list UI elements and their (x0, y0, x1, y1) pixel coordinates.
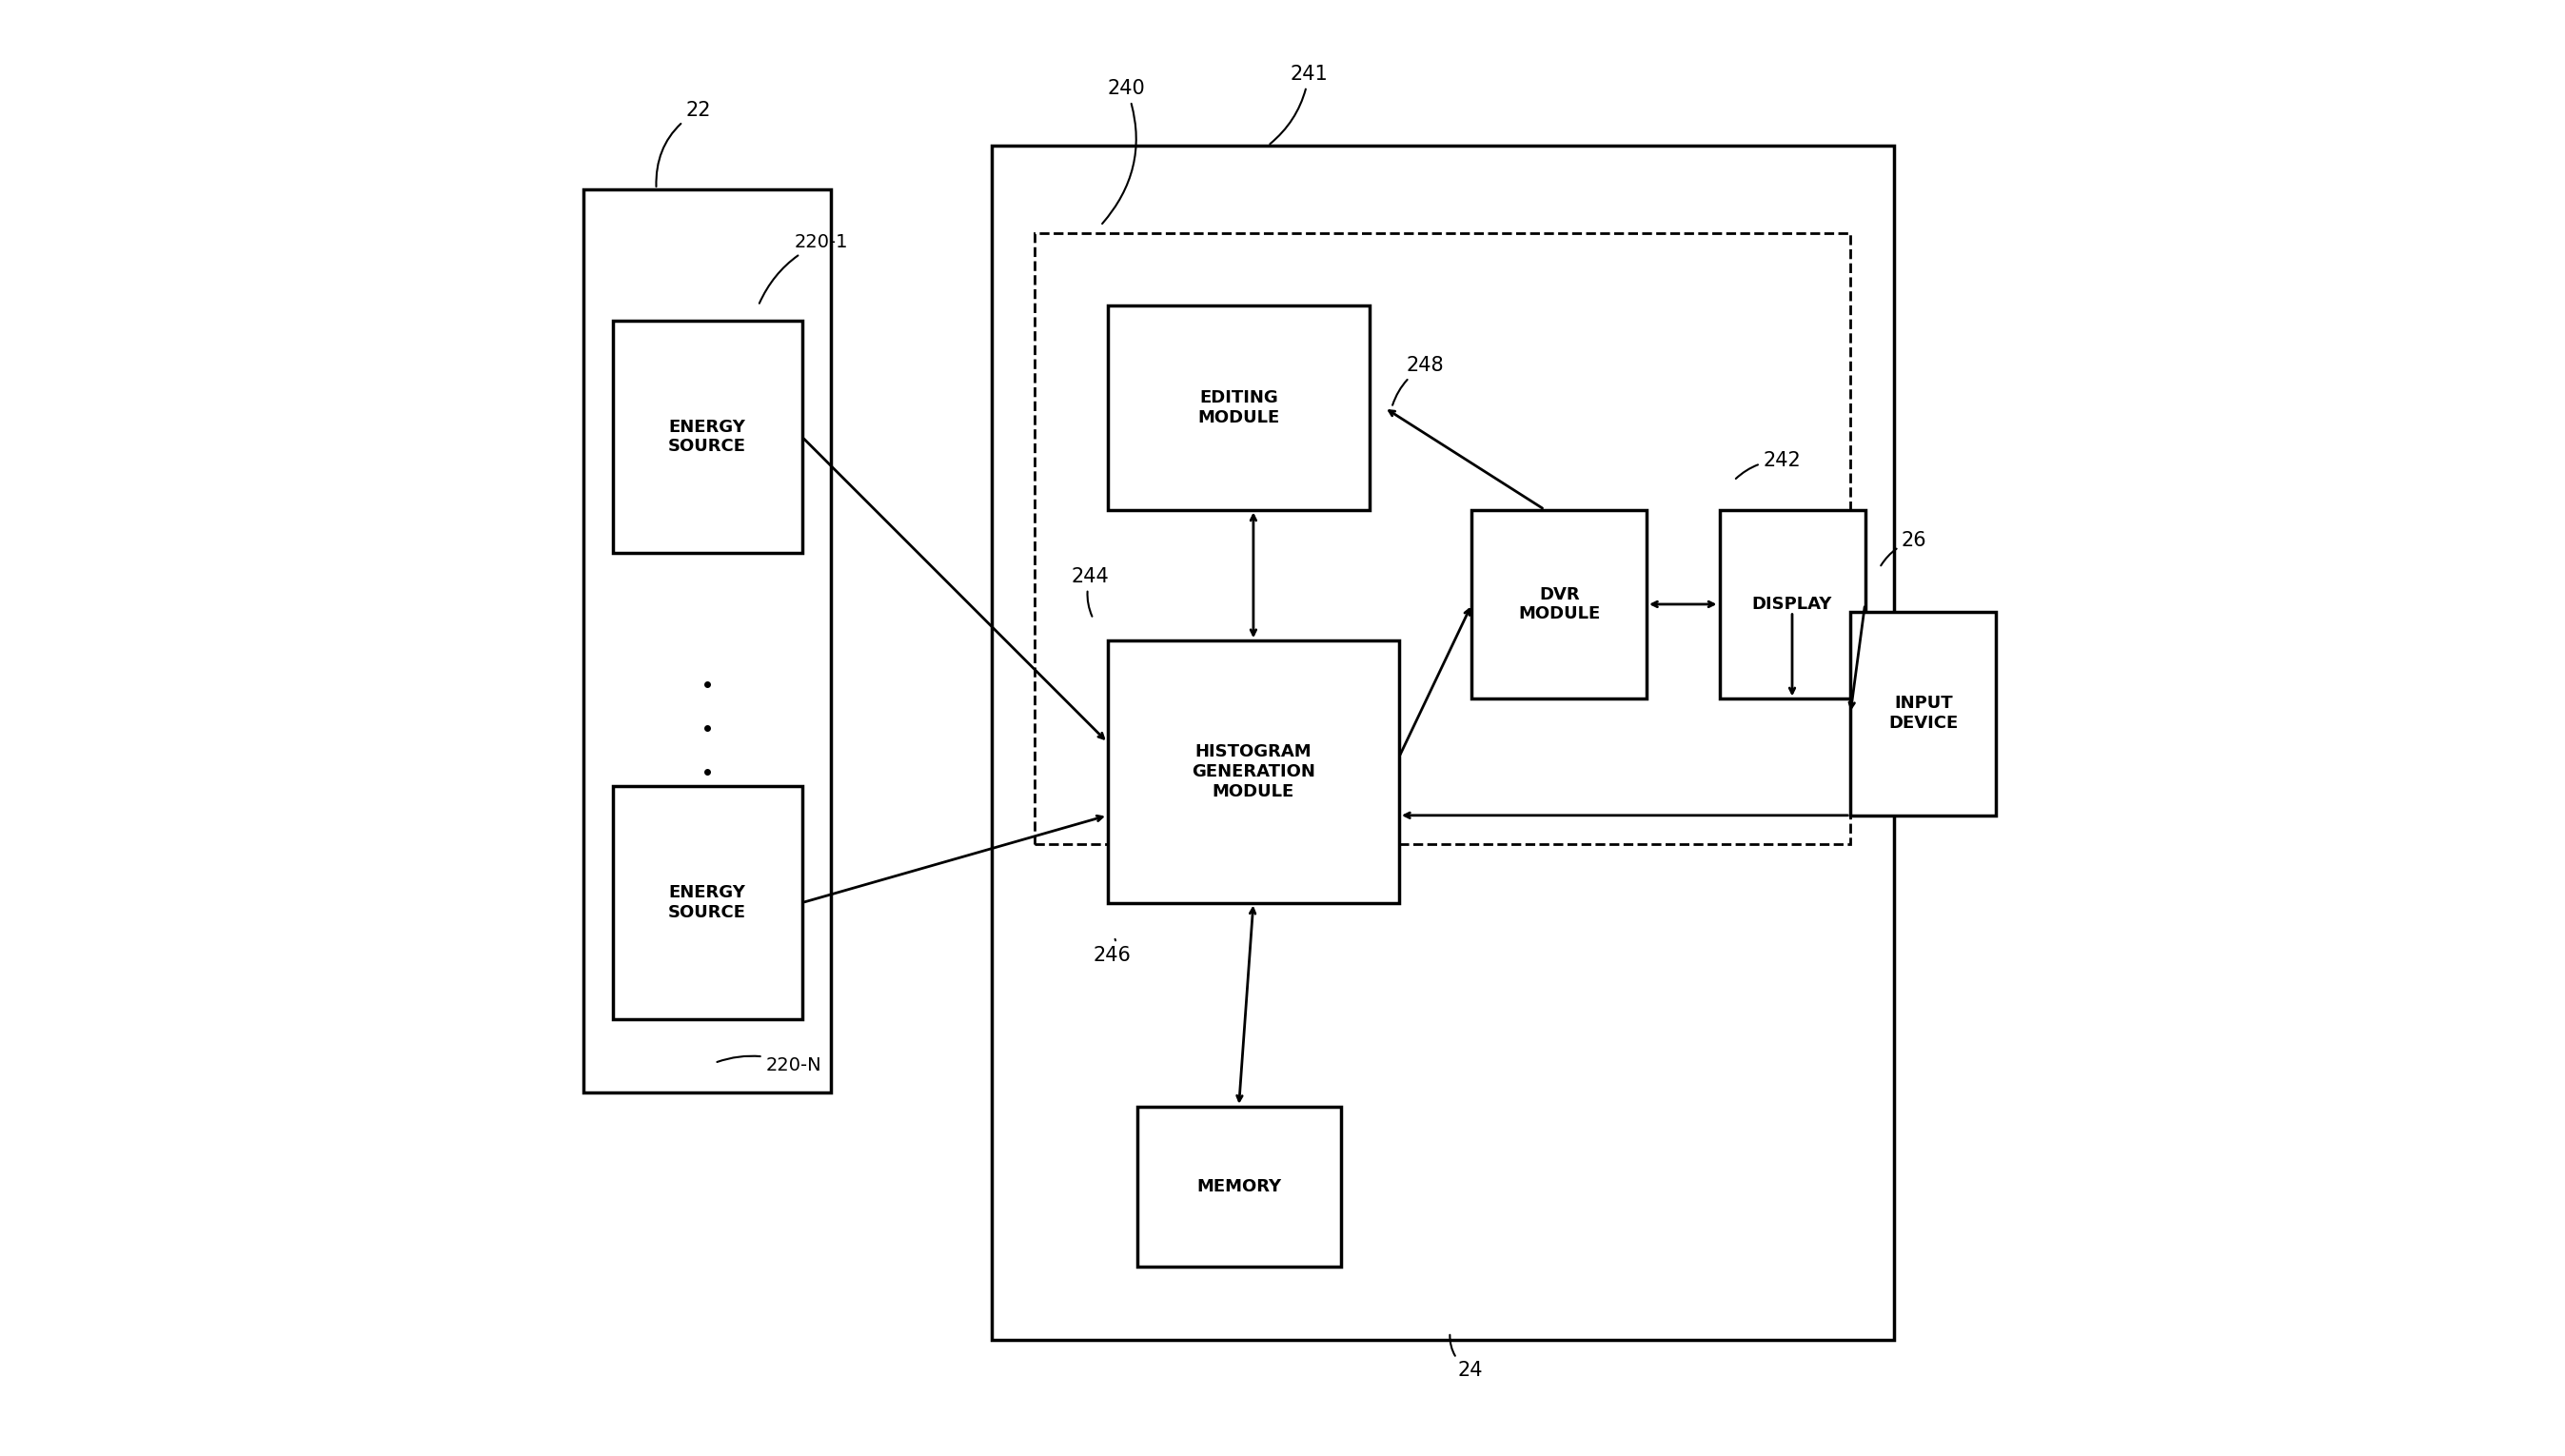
Text: EDITING
MODULE: EDITING MODULE (1198, 389, 1280, 427)
FancyBboxPatch shape (990, 146, 1893, 1340)
Text: 248: 248 (1393, 357, 1444, 405)
FancyBboxPatch shape (1472, 510, 1647, 699)
Text: 22: 22 (657, 102, 711, 186)
Text: 26: 26 (1880, 531, 1926, 565)
Text: 244: 244 (1072, 568, 1108, 616)
Text: DISPLAY: DISPLAY (1752, 596, 1831, 613)
Text: 24: 24 (1449, 1335, 1483, 1380)
FancyBboxPatch shape (613, 320, 803, 553)
FancyBboxPatch shape (1034, 233, 1849, 844)
Text: MEMORY: MEMORY (1195, 1178, 1282, 1195)
FancyBboxPatch shape (1108, 306, 1370, 510)
Text: 240: 240 (1103, 80, 1147, 224)
FancyBboxPatch shape (582, 189, 831, 1092)
Text: 241: 241 (1270, 66, 1329, 144)
Text: 246: 246 (1093, 939, 1131, 965)
Text: DVR
MODULE: DVR MODULE (1518, 585, 1601, 623)
Text: 242: 242 (1737, 451, 1801, 479)
Text: ENERGY
SOURCE: ENERGY SOURCE (669, 418, 746, 456)
FancyBboxPatch shape (1719, 510, 1865, 699)
Text: 220-1: 220-1 (759, 233, 849, 303)
FancyBboxPatch shape (613, 786, 803, 1019)
Text: INPUT
DEVICE: INPUT DEVICE (1888, 695, 1957, 732)
Text: 220-N: 220-N (718, 1056, 821, 1075)
Text: ENERGY
SOURCE: ENERGY SOURCE (669, 884, 746, 922)
Text: HISTOGRAM
GENERATION
MODULE: HISTOGRAM GENERATION MODULE (1193, 744, 1316, 799)
FancyBboxPatch shape (1136, 1107, 1341, 1267)
FancyBboxPatch shape (1849, 612, 1996, 815)
FancyBboxPatch shape (1108, 641, 1398, 903)
